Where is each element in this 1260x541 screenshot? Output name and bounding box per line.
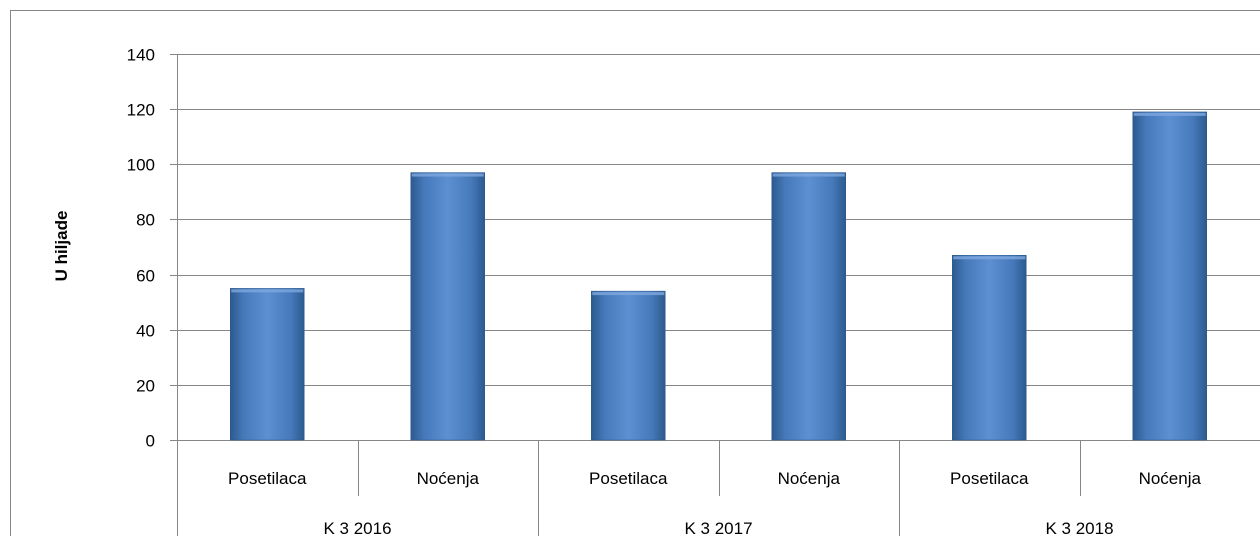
bar-highlight: [592, 292, 664, 295]
y-tick-label: 140: [127, 46, 155, 65]
bar: [952, 255, 1026, 440]
y-tick-label: 40: [136, 322, 155, 341]
bar: [230, 288, 304, 440]
bar: [772, 173, 846, 440]
y-tick-label: 120: [127, 101, 155, 120]
y-tick-label: 60: [136, 267, 155, 286]
x-category-label: Noćenja: [778, 469, 841, 488]
bar: [591, 291, 665, 440]
y-tick-label: 0: [146, 432, 155, 451]
y-tick-label: 20: [136, 377, 155, 396]
x-group-label: K 3 2017: [684, 519, 752, 536]
x-group-label: K 3 2016: [323, 519, 391, 536]
chart-border: [11, 11, 1260, 537]
bar-highlight: [953, 256, 1025, 259]
bar: [411, 173, 485, 440]
x-group-label: K 3 2018: [1045, 519, 1113, 536]
bar-highlight: [773, 174, 845, 177]
y-tick-label: 80: [136, 211, 155, 230]
y-tick-label: 100: [127, 156, 155, 175]
y-axis-title: U hiljade: [52, 211, 71, 282]
bar-highlight: [412, 174, 484, 177]
bar-highlight: [231, 289, 303, 292]
x-category-label: Posetilaca: [589, 469, 668, 488]
x-category-label: Posetilaca: [228, 469, 307, 488]
x-category-label: Posetilaca: [950, 469, 1029, 488]
x-category-label: Noćenja: [417, 469, 480, 488]
gridlines: [177, 55, 1260, 441]
bar-highlight: [1134, 113, 1206, 116]
bar: [1133, 112, 1207, 440]
x-category-label: Noćenja: [1139, 469, 1202, 488]
